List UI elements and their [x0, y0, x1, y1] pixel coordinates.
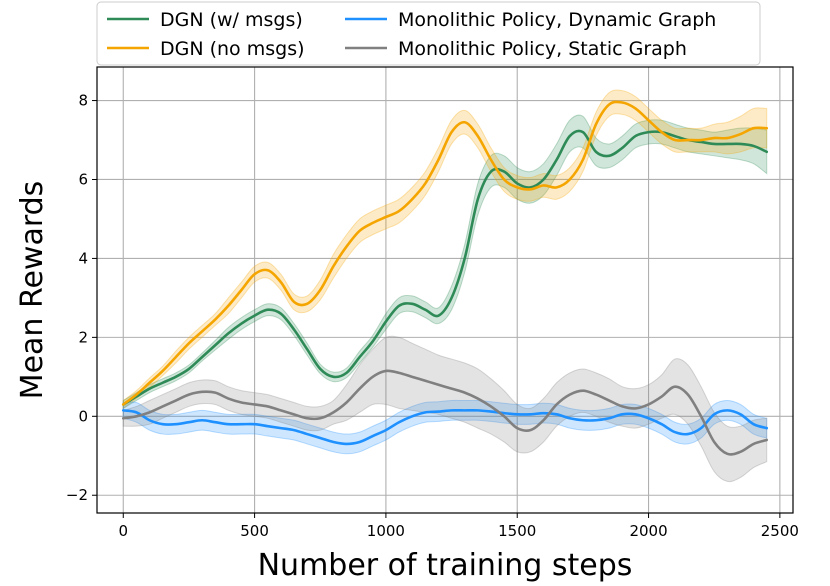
series-band-3	[122, 335, 768, 483]
x-axis-label: Number of training steps	[258, 548, 633, 583]
series-lines	[121, 100, 769, 456]
legend-label-3: Monolithic Policy, Static Graph	[398, 38, 687, 60]
x-tick-label: 500	[240, 522, 269, 540]
x-tick-label: 0	[118, 522, 128, 540]
series-line-3	[121, 369, 769, 456]
legend-label-0: DGN (w/ msgs)	[160, 9, 303, 31]
axis-ticks: 0 500 1000 1500 2000 2500 −2 0 2 4 6 8	[66, 92, 799, 540]
x-tick-label: 1000	[367, 522, 405, 540]
y-tick-label: 4	[78, 249, 88, 267]
legend-frame	[96, 1, 761, 66]
y-tick-label: −2	[66, 486, 88, 504]
grid	[97, 67, 793, 513]
y-tick-label: 2	[78, 328, 88, 346]
series-band-0	[122, 114, 768, 410]
y-tick-label: 8	[78, 92, 88, 110]
x-tick-label: 1500	[498, 522, 536, 540]
x-tick-label: 2500	[761, 522, 799, 540]
series-band-2	[122, 399, 768, 455]
y-axis-label: Mean Rewards	[15, 181, 50, 400]
series-line-1	[121, 100, 769, 406]
legend: DGN (w/ msgs) DGN (no msgs) Monolithic Pol…	[96, 1, 761, 66]
series-line-2	[121, 408, 769, 446]
y-tick-label: 0	[78, 407, 88, 425]
confidence-bands	[122, 89, 768, 483]
y-tick-label: 6	[78, 170, 88, 188]
legend-label-1: DGN (no msgs)	[160, 38, 305, 60]
series-band-1	[122, 89, 768, 410]
legend-label-2: Monolithic Policy, Dynamic Graph	[398, 9, 716, 31]
x-tick-label: 2000	[629, 522, 667, 540]
plot-frame	[96, 66, 794, 514]
